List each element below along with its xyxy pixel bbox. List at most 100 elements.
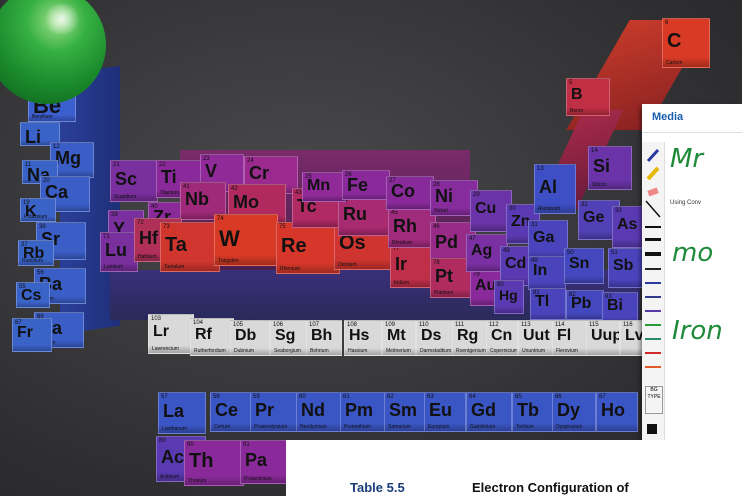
element-tile-rg[interactable]: 111 Rg Roentgenium <box>452 320 488 356</box>
element-tile-ga[interactable]: 31 Ga <box>528 220 568 260</box>
element-tile-cn[interactable]: 112 Cn Copernicium <box>486 320 518 356</box>
atomic-number: 114 <box>555 322 565 328</box>
element-tile-ds[interactable]: 110 Ds Darmstadtium <box>416 320 454 356</box>
element-tile-rh[interactable]: 45 Rh Rhodium <box>388 208 436 248</box>
atomic-number: 103 <box>151 316 162 322</box>
blue-swatch-icon[interactable] <box>645 282 661 284</box>
atomic-number: 61 <box>343 394 350 400</box>
element-tile-fe[interactable]: 26 Fe <box>342 170 390 200</box>
red-swatch-icon[interactable] <box>645 352 661 354</box>
element-tile-c[interactable]: 6 C Carbon <box>662 18 710 68</box>
element-tile-nb[interactable]: 41 Nb <box>180 182 226 220</box>
element-symbol: Fr <box>17 324 33 341</box>
element-tile-k[interactable]: 19 K Potassium <box>20 198 56 222</box>
element-tile-bh[interactable]: 107 Bh Bohrium <box>306 320 342 356</box>
element-tile-sb[interactable]: 51 Sb <box>608 248 646 288</box>
element-symbol: Fe <box>347 175 369 195</box>
element-tile-pm[interactable]: 61 Pm Promethium <box>340 392 386 432</box>
element-tile-uut[interactable]: 113 Uut Ununtrium <box>518 320 554 356</box>
element-tile-li[interactable]: Li <box>20 122 60 146</box>
highlighter-tool-icon[interactable] <box>645 166 661 181</box>
element-symbol: Ru <box>343 204 367 224</box>
element-name: Tantalum <box>164 264 185 270</box>
element-tile-in[interactable]: 49 In <box>528 256 566 290</box>
element-tile-w[interactable]: 74 W Tungsten <box>214 214 278 266</box>
atomic-number: 46 <box>433 224 440 230</box>
element-tile-lu[interactable]: 71 Lu Lutetium <box>100 232 138 272</box>
element-tile-tb[interactable]: 65 Tb Terbium <box>512 392 556 432</box>
element-tile-cd[interactable]: 48 Cd <box>500 246 530 286</box>
element-tile-si[interactable]: 14 Si Silicon <box>588 146 632 190</box>
atomic-number: 105 <box>233 322 244 328</box>
element-tile-hg[interactable]: 80 Hg <box>494 280 524 314</box>
element-symbol: Lu <box>105 240 127 260</box>
indigo-swatch-icon[interactable] <box>645 310 661 312</box>
element-symbol: Hf <box>139 228 158 248</box>
element-tile-fr[interactable]: 87 Fr <box>12 318 52 352</box>
element-symbol: Sn <box>569 255 590 272</box>
thin-line-width-icon[interactable] <box>645 226 661 228</box>
atomic-number: 42 <box>231 186 238 192</box>
element-tile-rb[interactable]: 37 Rb Rubidium <box>18 240 54 266</box>
element-tile-re[interactable]: 75 Re Rhenium <box>276 222 340 274</box>
element-name: Scandium <box>114 194 137 200</box>
element-tile-sg[interactable]: 106 Sg Seaborgium <box>270 320 308 356</box>
element-symbol: Ce <box>215 400 239 420</box>
teal-swatch-icon[interactable] <box>645 338 661 340</box>
element-tile-rf[interactable]: 104 Rf Rutherfordium <box>190 318 234 356</box>
element-symbol: Cr <box>249 163 270 183</box>
thick-line-width-icon[interactable] <box>645 252 661 256</box>
black-swatch-icon[interactable] <box>645 268 661 270</box>
navy-swatch-icon[interactable] <box>645 296 661 298</box>
black-fill-icon[interactable] <box>647 424 657 434</box>
element-tile-gd[interactable]: 64 Gd Gadolinium <box>466 392 512 432</box>
bg-type-button[interactable]: BG TYPE <box>645 386 663 414</box>
element-tile-ru[interactable]: 44Ru <box>338 196 392 236</box>
element-tile-al[interactable]: 13 Al Aluminum <box>534 164 576 214</box>
element-tile-sn[interactable]: 50 Sn <box>564 248 604 284</box>
pen-tool-icon[interactable] <box>645 148 661 163</box>
element-tile-tl[interactable]: 81 Tl <box>530 288 566 320</box>
element-tile-sc[interactable]: 21 Sc Scandium <box>110 160 158 202</box>
element-symbol: Rf <box>195 326 212 343</box>
element-tile-sm[interactable]: 62 Sm Samarium <box>384 392 428 432</box>
element-symbol: Cu <box>475 200 497 217</box>
element-tile-cu[interactable]: 29 Cu <box>470 190 512 232</box>
element-tile-eu[interactable]: 63 Eu Europium <box>424 392 466 432</box>
element-tile-as[interactable]: 33 As <box>612 206 646 248</box>
orange-swatch-icon[interactable] <box>645 366 661 368</box>
element-tile-mn[interactable]: 25 Mn <box>302 172 346 202</box>
element-tile-la[interactable]: 57 La Lanthanum <box>158 392 206 434</box>
line-tool-icon[interactable] <box>645 200 661 218</box>
element-tile-lv[interactable]: 116 Lv <box>620 320 646 356</box>
atomic-number: 109 <box>385 322 396 328</box>
element-name: Europium <box>428 424 450 430</box>
element-tile-ho[interactable]: 67 Ho <box>596 392 638 432</box>
element-tile-cs[interactable]: 55 Cs <box>16 282 50 308</box>
element-tile-lr[interactable]: 103 Lr Lawrencium <box>148 314 194 354</box>
eraser-tool-icon[interactable] <box>645 184 661 197</box>
atomic-number: 88 <box>37 314 44 320</box>
element-tile-ta[interactable]: 73 Ta Tantalum <box>160 222 220 272</box>
element-tile-fl[interactable]: 114 Fl Flerovium <box>552 320 590 356</box>
element-tile-pb[interactable]: 82 Pb <box>566 290 604 320</box>
element-symbol: Pb <box>571 295 592 312</box>
element-tile-co[interactable]: 27 Co <box>386 176 434 210</box>
element-tile-dy[interactable]: 66 Dy Dysprosium <box>552 392 596 432</box>
element-tile-th[interactable]: 90 Th Thorium <box>184 440 244 486</box>
medium-line-width-icon[interactable] <box>645 238 661 241</box>
element-name: Meitnerium <box>386 348 411 354</box>
atomic-number: 6 <box>665 20 669 26</box>
element-tile-db[interactable]: 105 Db Dubnium <box>230 320 270 356</box>
green-swatch-icon[interactable] <box>645 324 661 326</box>
element-tile-nd[interactable]: 60 Nd Neodymium <box>296 392 346 432</box>
element-tile-hs[interactable]: 108 Hs Hassium <box>344 320 382 356</box>
element-tile-uup[interactable]: 115 Uup <box>586 320 620 356</box>
atomic-number: 80 <box>497 282 504 288</box>
atomic-number: 115 <box>589 322 599 328</box>
element-tile-pr[interactable]: 59 Pr Praseodymium <box>250 392 298 432</box>
element-tile-b[interactable]: 5 B Boron <box>566 78 610 116</box>
atomic-number: 49 <box>531 258 538 264</box>
element-symbol: Ds <box>421 327 442 344</box>
element-tile-mt[interactable]: 109 Mt Meitnerium <box>382 320 416 356</box>
